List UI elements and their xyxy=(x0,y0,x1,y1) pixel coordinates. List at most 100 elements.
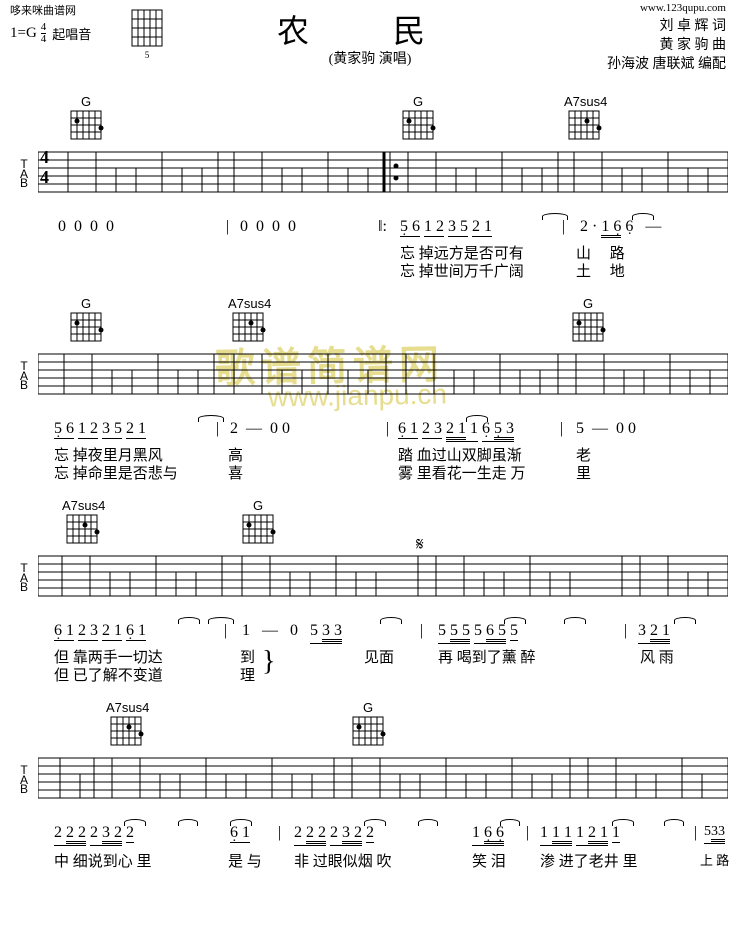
svg-text:↓: ↓ xyxy=(496,352,503,353)
chord-g: G xyxy=(398,94,438,143)
svg-text:↓: ↓ xyxy=(56,756,63,757)
svg-text:↓: ↓ xyxy=(636,554,643,555)
svg-text:↓: ↓ xyxy=(460,554,467,555)
svg-text:↓: ↓ xyxy=(324,352,331,353)
svg-text:↑: ↑ xyxy=(178,189,185,194)
svg-text:↑: ↑ xyxy=(308,795,315,800)
notes-4b: 6 1 xyxy=(230,824,250,843)
svg-text:↑: ↑ xyxy=(286,593,293,598)
tab-label: TAB xyxy=(20,160,28,189)
svg-text:↑: ↑ xyxy=(242,795,249,800)
svg-text:↓: ↓ xyxy=(664,150,671,151)
svg-text:↑: ↑ xyxy=(470,391,477,396)
chord-a7sus4: A7sus4 xyxy=(106,700,146,749)
svg-text:↑: ↑ xyxy=(684,593,691,598)
svg-text:↑: ↑ xyxy=(132,189,139,194)
svg-text:↑: ↑ xyxy=(638,189,645,194)
svg-text:↑: ↑ xyxy=(372,593,379,598)
svg-text:↑: ↑ xyxy=(396,795,403,800)
svg-text:↑: ↑ xyxy=(640,391,647,396)
svg-text:↓: ↓ xyxy=(258,352,265,353)
credits-block: 刘 卓 辉 词 黄 家 驹 曲 孙海波 唐联斌 编配 xyxy=(607,18,726,75)
svg-text:↑: ↑ xyxy=(156,795,163,800)
svg-text:↑: ↑ xyxy=(518,189,525,194)
svg-text:↓: ↓ xyxy=(376,756,383,757)
lyricist: 刘 卓 辉 词 xyxy=(607,18,726,37)
svg-text:↓: ↓ xyxy=(402,352,409,353)
svg-text:↓: ↓ xyxy=(572,352,579,353)
svg-text:↑: ↑ xyxy=(618,189,625,194)
svg-text:↑: ↑ xyxy=(450,391,457,396)
svg-text:↓: ↓ xyxy=(348,756,355,757)
svg-text:↓: ↓ xyxy=(266,554,273,555)
svg-text:↑: ↑ xyxy=(76,795,83,800)
notes-3a: 6 1 2 3 2 1 6 1 xyxy=(54,622,146,641)
tie xyxy=(632,213,654,220)
svg-text:↓: ↓ xyxy=(324,150,331,151)
svg-text:↑: ↑ xyxy=(112,189,119,194)
svg-text:↑: ↑ xyxy=(536,391,543,396)
tab-staff-4: ↓ ↑ ↓ ↓ ↑ ↑ ↓ ↑ ↑ ↓ ↑ ↑ ↓ ↓ ↑ ↑ ↓ ↑ ↑ ↓ … xyxy=(38,756,728,800)
svg-text:↑: ↑ xyxy=(686,391,693,396)
svg-text:↑: ↑ xyxy=(546,593,553,598)
chord-g: G xyxy=(66,94,106,143)
svg-text:↓: ↓ xyxy=(498,150,505,151)
notes-2d: 5 — 0 0 xyxy=(576,420,636,438)
svg-text:↑: ↑ xyxy=(344,189,351,194)
svg-text:↓: ↓ xyxy=(432,554,439,555)
notes-1c: 5 6 1 2 3 5 2 1 xyxy=(400,218,492,237)
svg-text:↑: ↑ xyxy=(416,795,423,800)
svg-text:↑: ↑ xyxy=(364,391,371,396)
svg-text:↑: ↑ xyxy=(352,593,359,598)
svg-text:↑: ↑ xyxy=(288,795,295,800)
svg-text:↑: ↑ xyxy=(194,391,201,396)
notes-2a: 5 6 1 2 3 5 2 1 xyxy=(54,420,146,439)
svg-text:↑: ↑ xyxy=(222,795,229,800)
svg-text:↑: ↑ xyxy=(106,593,113,598)
svg-text:↓: ↓ xyxy=(612,756,619,757)
tab-staff-2: ↓ ↓ ↑ ↑ ↓ ↑ ↑ ↓ ↓ ↑ ↑ ↓ ↑ ↑ ↓ ↓ ↑ ↑ ↓ ↑ … xyxy=(38,352,728,396)
svg-text:↓: ↓ xyxy=(158,150,165,151)
svg-text:↓: ↓ xyxy=(64,150,71,151)
svg-text:↓: ↓ xyxy=(678,756,685,757)
svg-text:↑: ↑ xyxy=(472,189,479,194)
chord-a7sus4: A7sus4 xyxy=(228,296,268,345)
svg-text:↑: ↑ xyxy=(174,391,181,396)
chord-a7sus4: A7sus4 xyxy=(564,94,604,143)
svg-text:↓: ↓ xyxy=(152,554,159,555)
svg-text:↑: ↑ xyxy=(620,391,627,396)
svg-text:↓: ↓ xyxy=(432,150,439,151)
svg-text:↓: ↓ xyxy=(600,352,607,353)
composer: 黄 家 驹 曲 xyxy=(607,37,726,56)
svg-text:↑: ↑ xyxy=(704,189,711,194)
svg-text:↓: ↓ xyxy=(570,150,577,151)
svg-text:↑: ↑ xyxy=(192,593,199,598)
notes-3d: 3 2 1 xyxy=(638,622,670,644)
svg-text:↑: ↑ xyxy=(698,795,705,800)
svg-text:↑: ↑ xyxy=(126,593,133,598)
svg-text:↓: ↓ xyxy=(202,756,209,757)
svg-text:↓: ↓ xyxy=(430,352,437,353)
svg-text:↑: ↑ xyxy=(108,391,115,396)
svg-text:↓: ↓ xyxy=(258,150,265,151)
svg-text:↓: ↓ xyxy=(154,352,161,353)
svg-text:↓: ↓ xyxy=(526,554,533,555)
svg-text:↑: ↑ xyxy=(462,795,469,800)
svg-text:↑: ↑ xyxy=(278,189,285,194)
notes-4a: 2 2 2 2 3 2 2 xyxy=(54,824,134,846)
svg-text:↓: ↓ xyxy=(92,150,99,151)
svg-text:↑: ↑ xyxy=(172,593,179,598)
svg-text:↑: ↑ xyxy=(516,391,523,396)
svg-text:↓: ↓ xyxy=(238,554,245,555)
svg-text:↓: ↓ xyxy=(108,756,115,757)
svg-text:↑: ↑ xyxy=(652,795,659,800)
svg-text:↑: ↑ xyxy=(500,593,507,598)
notes-1a: 0 0 0 0 xyxy=(58,218,114,236)
svg-text:↓: ↓ xyxy=(442,756,449,757)
arranger: 孙海波 唐联斌 编配 xyxy=(607,56,726,75)
svg-text:↓: ↓ xyxy=(404,150,411,151)
notes-2b: 2 — 0 0 xyxy=(230,420,290,438)
svg-text:↑: ↑ xyxy=(528,795,535,800)
notes-2c: 6 1 2 3 2 1 1 6 5 3 xyxy=(398,420,514,442)
svg-text:↓: ↓ xyxy=(58,554,65,555)
